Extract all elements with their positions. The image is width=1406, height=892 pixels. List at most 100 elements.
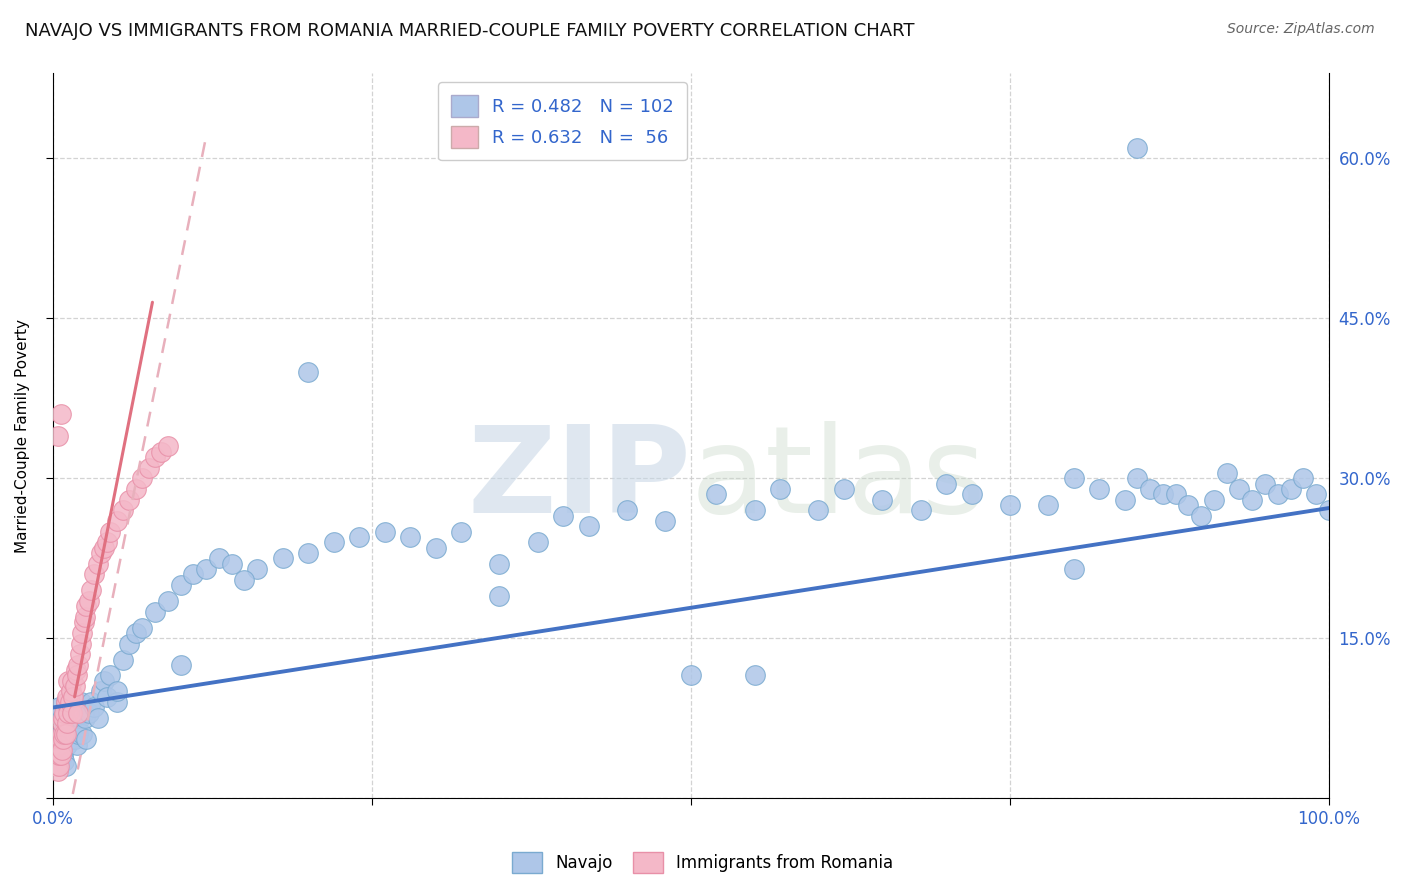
Point xyxy=(1229,482,1251,496)
Legend: R = 0.482   N = 102, R = 0.632   N =  56: R = 0.482 N = 102, R = 0.632 N = 56 xyxy=(439,82,688,161)
Point xyxy=(832,482,855,496)
Point xyxy=(58,711,80,725)
Point xyxy=(59,732,82,747)
Point xyxy=(52,711,75,725)
Point xyxy=(150,444,173,458)
Point xyxy=(48,738,70,752)
Point xyxy=(1215,466,1237,480)
Point xyxy=(98,668,121,682)
Point xyxy=(1063,471,1085,485)
Point xyxy=(1279,482,1302,496)
Point xyxy=(1164,487,1187,501)
Point xyxy=(105,695,128,709)
Point xyxy=(93,673,115,688)
Point xyxy=(96,690,118,704)
Point xyxy=(58,706,80,720)
Point xyxy=(52,727,75,741)
Point xyxy=(58,695,80,709)
Point xyxy=(70,636,93,650)
Point xyxy=(51,727,73,741)
Point xyxy=(51,711,73,725)
Point xyxy=(60,722,83,736)
Point xyxy=(60,706,83,720)
Point xyxy=(53,716,76,731)
Point xyxy=(1267,487,1289,501)
Point xyxy=(66,668,89,682)
Point xyxy=(86,711,108,725)
Point xyxy=(49,748,72,763)
Point xyxy=(138,460,160,475)
Point xyxy=(75,732,97,747)
Point xyxy=(131,471,153,485)
Point xyxy=(526,535,548,549)
Point xyxy=(143,605,166,619)
Point xyxy=(870,492,893,507)
Point xyxy=(63,679,86,693)
Point xyxy=(935,476,957,491)
Point xyxy=(1126,471,1149,485)
Text: ZIP: ZIP xyxy=(467,420,690,538)
Point xyxy=(86,557,108,571)
Point xyxy=(72,706,94,720)
Point xyxy=(450,524,472,539)
Point xyxy=(55,695,77,709)
Point xyxy=(67,706,90,720)
Point xyxy=(83,567,105,582)
Point xyxy=(83,700,105,714)
Point xyxy=(69,711,91,725)
Point xyxy=(46,428,69,442)
Point xyxy=(297,365,319,379)
Legend: Navajo, Immigrants from Romania: Navajo, Immigrants from Romania xyxy=(506,846,900,880)
Point xyxy=(960,487,983,501)
Point xyxy=(72,615,94,630)
Point xyxy=(48,748,70,763)
Point xyxy=(1241,492,1264,507)
Point xyxy=(125,482,148,496)
Point xyxy=(744,503,766,517)
Point xyxy=(488,589,510,603)
Point xyxy=(112,652,135,666)
Point xyxy=(169,578,191,592)
Point xyxy=(60,673,83,688)
Point xyxy=(56,716,79,731)
Point xyxy=(75,599,97,614)
Point xyxy=(80,583,103,598)
Point xyxy=(131,620,153,634)
Point xyxy=(1063,562,1085,576)
Point xyxy=(58,673,80,688)
Point xyxy=(73,610,96,624)
Point xyxy=(52,732,75,747)
Point xyxy=(578,519,600,533)
Point xyxy=(69,647,91,661)
Point xyxy=(105,514,128,528)
Point xyxy=(66,738,89,752)
Point xyxy=(1189,508,1212,523)
Point xyxy=(118,492,141,507)
Point xyxy=(195,562,218,576)
Point xyxy=(98,524,121,539)
Point xyxy=(46,764,69,779)
Point xyxy=(553,508,575,523)
Point xyxy=(48,759,70,773)
Point xyxy=(55,695,77,709)
Point xyxy=(59,684,82,698)
Point xyxy=(67,657,90,672)
Text: NAVAJO VS IMMIGRANTS FROM ROMANIA MARRIED-COUPLE FAMILY POVERTY CORRELATION CHAR: NAVAJO VS IMMIGRANTS FROM ROMANIA MARRIE… xyxy=(25,22,915,40)
Point xyxy=(55,759,77,773)
Text: Source: ZipAtlas.com: Source: ZipAtlas.com xyxy=(1227,22,1375,37)
Point xyxy=(246,562,269,576)
Point xyxy=(143,450,166,464)
Point xyxy=(55,727,77,741)
Point xyxy=(1036,498,1059,512)
Point xyxy=(271,551,294,566)
Point xyxy=(221,557,243,571)
Point xyxy=(125,625,148,640)
Point xyxy=(70,695,93,709)
Point xyxy=(52,748,75,763)
Point xyxy=(654,514,676,528)
Point xyxy=(90,546,112,560)
Point xyxy=(53,706,76,720)
Point xyxy=(51,738,73,752)
Point xyxy=(322,535,344,549)
Point xyxy=(1305,487,1327,501)
